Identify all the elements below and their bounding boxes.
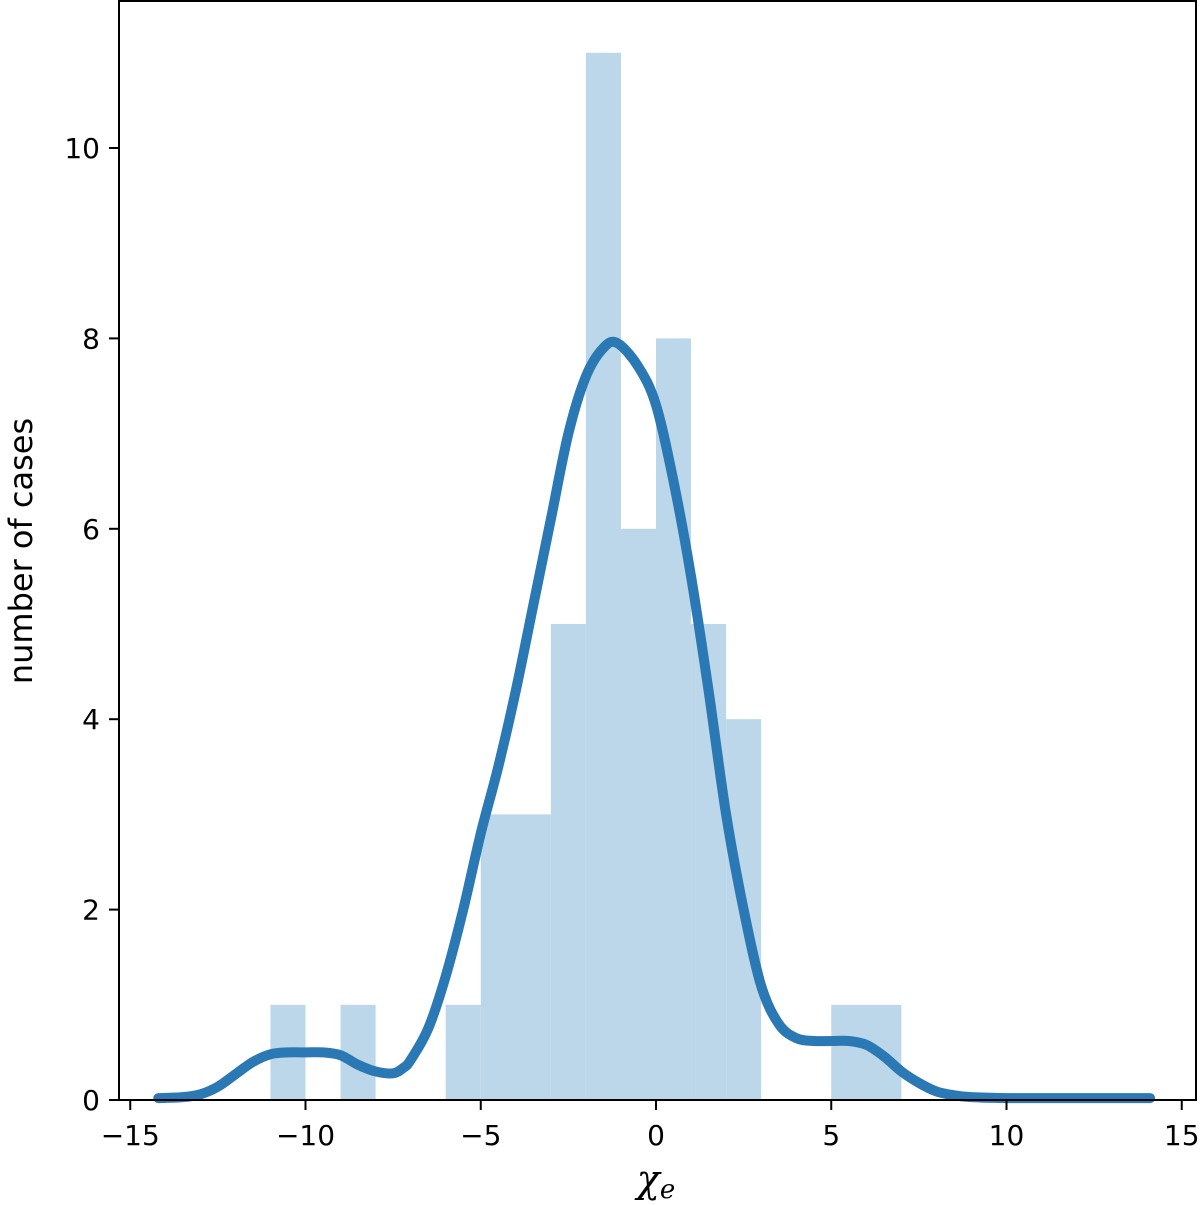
x-tick-label: 15 (1164, 1119, 1200, 1152)
y-axis-label: number of cases (2, 418, 40, 684)
plot-frame (118, 0, 1197, 1101)
histogram-bars (270, 52, 902, 1100)
y-tick-label: 2 (82, 894, 100, 927)
y-tick-label: 8 (82, 322, 100, 355)
y-tick-label: 6 (82, 513, 100, 546)
x-tick-label: 10 (989, 1119, 1025, 1152)
x-tick-label: −5 (460, 1119, 501, 1152)
histogram-bar (340, 1004, 376, 1100)
histogram-bar (656, 338, 692, 1100)
x-tick-label: −15 (101, 1119, 160, 1152)
y-tick-label: 10 (64, 132, 100, 165)
x-axis-ticks: −15 −10 −5 0 5 10 15 (101, 1100, 1200, 1152)
x-tick-label: 5 (822, 1119, 840, 1152)
x-axis-label-subscript: e (660, 1175, 675, 1205)
x-tick-label: −10 (276, 1119, 335, 1152)
histogram-bar (831, 1004, 902, 1100)
x-axis-label: χe (634, 1157, 675, 1205)
y-axis-ticks: 0 2 4 6 8 10 (64, 132, 119, 1117)
density-curve (153, 336, 1156, 1104)
x-tick-label: 0 (647, 1119, 665, 1152)
histogram-bar (445, 1004, 481, 1100)
histogram-bar (550, 624, 586, 1100)
histogram-bar (620, 528, 656, 1100)
y-tick-label: 0 (82, 1084, 100, 1117)
histogram-bar (585, 52, 621, 1100)
histogram-bar (480, 814, 551, 1100)
y-tick-label: 4 (82, 703, 100, 736)
x-axis-label-symbol: χ (634, 1157, 662, 1201)
